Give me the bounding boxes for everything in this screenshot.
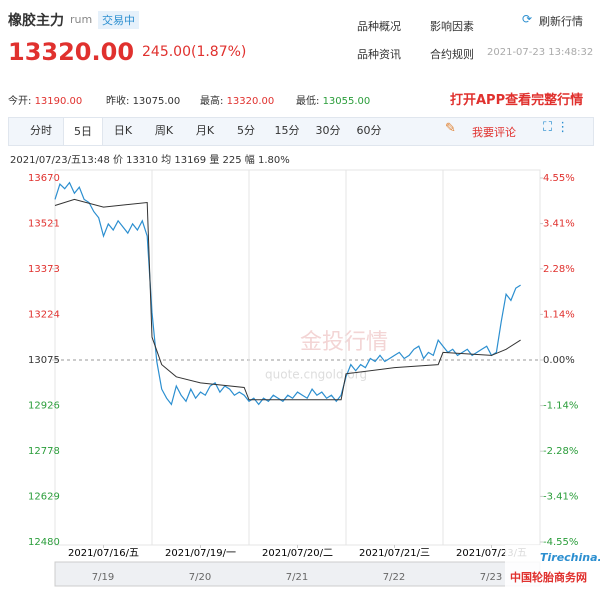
tab[interactable]: 5分 bbox=[237, 124, 255, 137]
watermark-url: quote.cngold.org bbox=[265, 368, 367, 382]
y-tick-label: 13373 bbox=[28, 264, 60, 275]
stat-label: 最低: bbox=[296, 96, 320, 107]
info: 2021/07/23/五13:48 价 13310 均 13169 量 225 … bbox=[10, 155, 290, 166]
y2-tick-label: 2.28% bbox=[543, 264, 575, 275]
title: 橡胶主力 bbox=[8, 13, 64, 29]
y2-tick-label: -2.28% bbox=[543, 446, 578, 457]
x-tick-label: 2021/07/20/二 bbox=[262, 548, 333, 559]
stat-label: 昨收: bbox=[106, 96, 130, 107]
y-tick-label: 13224 bbox=[28, 309, 60, 320]
y2-tick-label: -3.41% bbox=[543, 491, 578, 502]
x-tick-label: 2021/07/21/三 bbox=[359, 548, 430, 559]
status: 交易中 bbox=[98, 11, 139, 29]
y2-tick-label: -1.14% bbox=[543, 401, 578, 412]
line-series bbox=[54, 181, 521, 406]
datetime: 2021-07-23 13:48:32 bbox=[487, 47, 594, 58]
y2-tick-label: 4.55% bbox=[543, 173, 575, 184]
logo-bg bbox=[505, 545, 600, 593]
y-tick-label: 13521 bbox=[28, 219, 60, 230]
x-tick-label: 2021/07/23/五 bbox=[456, 548, 527, 559]
y2-tick-label: 1.14% bbox=[543, 309, 575, 320]
change: 245.00(1.87%) bbox=[142, 44, 247, 60]
stat: 今开: 13190.00 bbox=[8, 92, 82, 107]
logo-brand: Tirechina.net bbox=[540, 551, 600, 564]
link[interactable]: 品种资讯 bbox=[357, 48, 401, 61]
y2-tick-label: -4.55% bbox=[543, 537, 578, 548]
line-series bbox=[54, 198, 521, 401]
link[interactable]: 合约规则 bbox=[430, 48, 474, 61]
y2-tick-label: 3.41% bbox=[543, 219, 575, 230]
tab[interactable]: 周K bbox=[154, 124, 174, 137]
navigator[interactable] bbox=[54, 561, 541, 587]
y-tick-label: 13075 bbox=[28, 355, 60, 366]
y-tick-label: 12778 bbox=[28, 446, 60, 457]
y-tick-label: 12926 bbox=[28, 401, 60, 412]
navigator-label: 7/22 bbox=[383, 572, 405, 583]
y2-tick-label: 0.00% bbox=[543, 355, 575, 366]
y-tick-label: 12480 bbox=[28, 537, 60, 548]
tab[interactable]: 30分 bbox=[315, 124, 341, 137]
tab[interactable]: 月K bbox=[195, 124, 215, 137]
watermark: 金投行情 bbox=[300, 330, 388, 355]
tab[interactable]: 15分 bbox=[274, 124, 300, 137]
tab[interactable]: 60分 bbox=[356, 124, 382, 137]
tab[interactable]: 日K bbox=[113, 124, 133, 137]
app-link[interactable]: 打开APP查看完整行情 bbox=[450, 93, 584, 108]
stat: 昨收: 13075.00 bbox=[106, 92, 180, 107]
link[interactable]: 影响因素 bbox=[430, 20, 474, 33]
stat-value: 13055.00 bbox=[322, 96, 371, 107]
price: 13320.00 bbox=[8, 38, 135, 66]
logo-name: 中国轮胎商务网 bbox=[510, 570, 587, 584]
plot-frame bbox=[54, 169, 541, 546]
navigator-label: 7/23 bbox=[480, 572, 502, 583]
comment-icon[interactable]: ✎ bbox=[445, 121, 456, 136]
stat-value: 13190.00 bbox=[34, 96, 83, 107]
x-tick-label: 2021/07/16/五 bbox=[68, 548, 139, 559]
stat-label: 最高: bbox=[200, 96, 224, 107]
navigator-label: 7/20 bbox=[189, 572, 211, 583]
tab-bar bbox=[8, 117, 594, 146]
link[interactable]: 品种概况 bbox=[357, 20, 401, 33]
navigator-label: 7/21 bbox=[286, 572, 308, 583]
refresh-icon[interactable]: ⟳ bbox=[522, 12, 533, 26]
stat-label: 今开: bbox=[8, 96, 32, 107]
stat: 最高: 13320.00 bbox=[200, 92, 274, 107]
stat-value: 13320.00 bbox=[226, 96, 275, 107]
fullscreen[interactable]: ⛶ ⋮ bbox=[543, 120, 570, 135]
x-tick-label: 2021/07/19/一 bbox=[165, 548, 236, 559]
y-tick-label: 12629 bbox=[28, 491, 60, 502]
tab[interactable]: 分时 bbox=[30, 124, 52, 137]
comment[interactable]: 我要评论 bbox=[472, 126, 516, 139]
stat-value: 13075.00 bbox=[132, 96, 181, 107]
y-tick-label: 13670 bbox=[28, 173, 60, 184]
stat: 最低: 13055.00 bbox=[296, 92, 370, 107]
refresh[interactable]: 刷新行情 bbox=[539, 15, 583, 28]
navigator-label: 7/19 bbox=[92, 572, 114, 583]
code: rum bbox=[70, 13, 93, 26]
tab[interactable]: 5日 bbox=[63, 117, 103, 145]
